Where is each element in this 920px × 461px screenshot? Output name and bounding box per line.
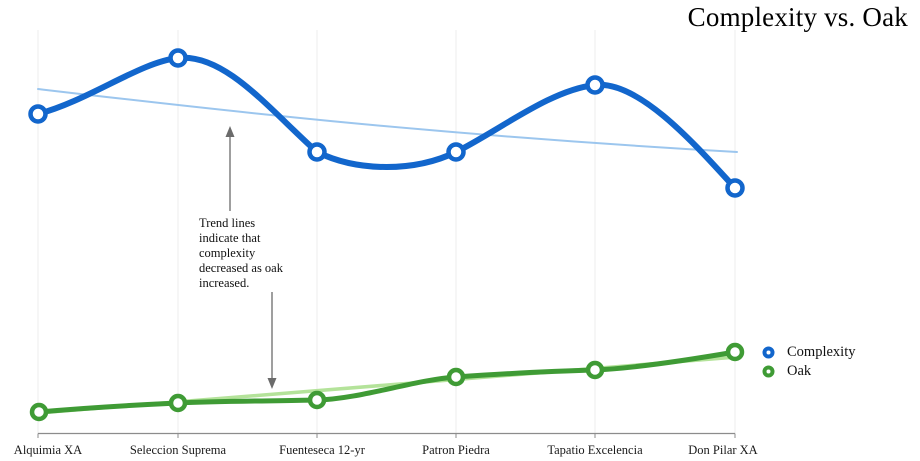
xtick-label-2: Fuenteseca 12-yr bbox=[279, 443, 365, 457]
legend-label-complexity: Complexity bbox=[787, 344, 856, 360]
trend-annotation-line-3: complexity bbox=[199, 246, 256, 260]
legend-marker-oak-icon bbox=[762, 365, 775, 378]
complexity-series-line bbox=[35, 54, 738, 191]
xtick-label-5: Don Pilar XA bbox=[688, 443, 758, 457]
complexity-trendline bbox=[37, 88, 738, 153]
xtick-label-4: Tapatio Excelencia bbox=[547, 443, 643, 457]
x-axis bbox=[37, 432, 736, 438]
trend-annotation-line-5: increased. bbox=[199, 276, 250, 290]
trend-annotation-line-2: indicate that bbox=[199, 231, 261, 245]
complexity-data-points bbox=[28, 48, 745, 198]
legend-item-complexity[interactable]: Complexity bbox=[762, 343, 855, 362]
arrow-down-to-oak-trend bbox=[267, 292, 277, 389]
arrow-up-to-complexity-trend bbox=[225, 126, 235, 211]
legend-label-oak: Oak bbox=[787, 363, 812, 379]
trend-annotation-line-1: Trend lines bbox=[199, 216, 256, 230]
xtick-label-1: Seleccion Suprema bbox=[129, 443, 227, 457]
xtick-label-3: Patron Piedra bbox=[422, 443, 490, 457]
oak-series-line bbox=[36, 349, 738, 415]
legend-item-oak[interactable]: Oak bbox=[762, 362, 855, 381]
chart-legend: Complexity Oak bbox=[762, 343, 855, 381]
trend-annotation: Trend lines indicate that complexity dec… bbox=[199, 216, 323, 291]
gridlines bbox=[37, 30, 736, 433]
trend-annotation-line-4: decreased as oak bbox=[199, 261, 283, 275]
page-title: Complexity vs. Oak bbox=[687, 2, 908, 32]
legend-marker-complexity-icon bbox=[762, 346, 775, 359]
xtick-label-0: Alquimia XA bbox=[13, 443, 83, 457]
oak-data-points bbox=[29, 342, 745, 422]
